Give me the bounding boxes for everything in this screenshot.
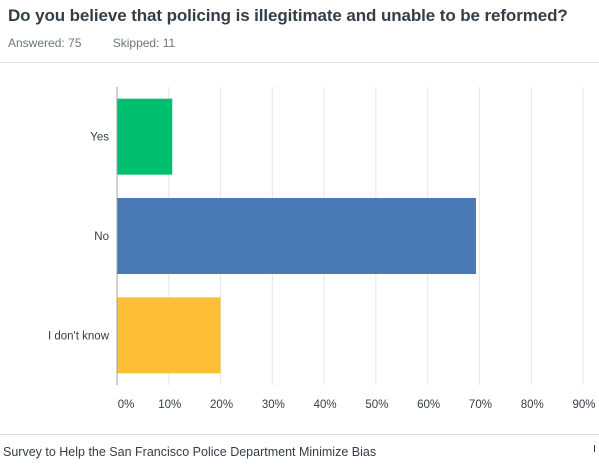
x-tick-label: 30% [262, 399, 285, 411]
bar [117, 98, 173, 175]
x-tick-label: 90% [572, 399, 595, 411]
footer-marker [594, 445, 595, 452]
x-tick-label: 60% [417, 399, 440, 411]
x-tick-label: 50% [365, 399, 388, 411]
category-label: No [94, 231, 109, 243]
chart-panel [0, 62, 599, 434]
x-tick-label: 20% [210, 399, 233, 411]
survey-title: Survey to Help the San Francisco Police … [3, 445, 377, 459]
x-tick-label: 70% [469, 399, 492, 411]
category-label: I don't know [48, 330, 110, 342]
bar [117, 297, 221, 374]
bar-chart: 0% 10% 20% 30% 40% 50% 60% 70% 80% 90% Yes No I don'… [48, 87, 596, 411]
footer: Survey to Help the San Francisco Police … [0, 434, 599, 468]
question-title: Do you believe that policing is illegiti… [8, 6, 568, 25]
x-tick-label: 10% [158, 399, 181, 411]
x-tick-label: 80% [521, 399, 544, 411]
bar [117, 198, 476, 274]
category-label: Yes [90, 132, 109, 144]
answered-count: Answered: 75 [8, 36, 82, 50]
x-tick-label: 40% [314, 399, 337, 411]
x-tick-label: 0% [118, 399, 135, 411]
skipped-count: Skipped: 11 [112, 36, 176, 50]
response-stats: Answered: 75 Skipped: 11 [8, 36, 175, 50]
